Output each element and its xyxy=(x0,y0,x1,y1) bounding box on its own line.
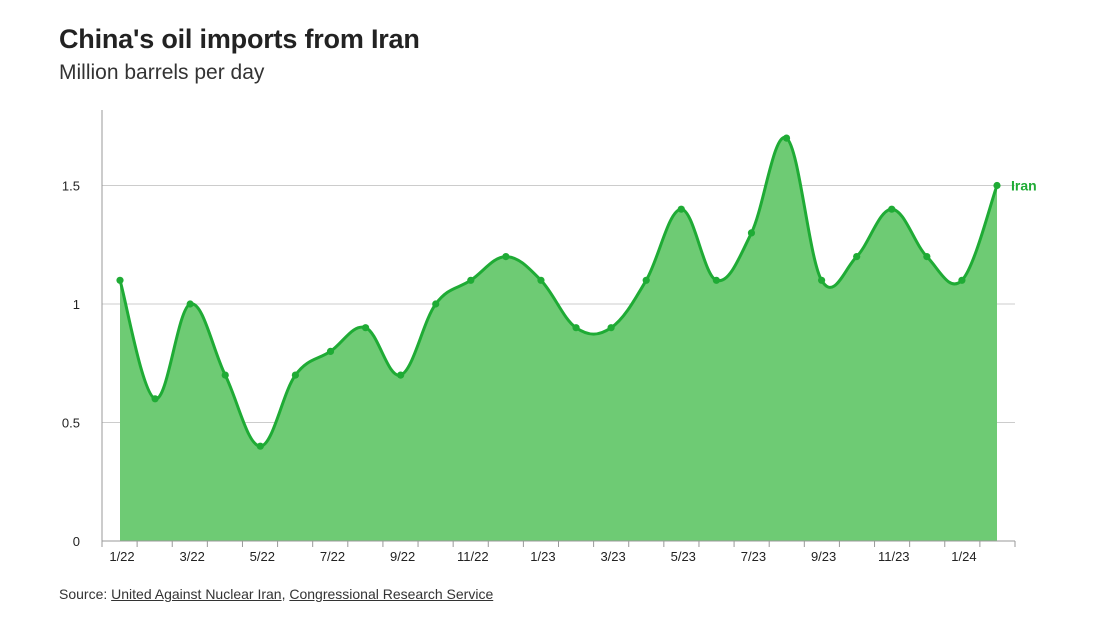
y-tick-label: 0 xyxy=(73,534,80,549)
data-point-4-23 xyxy=(642,276,650,284)
y-axis-ticks: 0 0.5 1 1.5 xyxy=(62,179,80,550)
x-tick-label: 7/22 xyxy=(320,549,345,564)
data-point-1-24 xyxy=(958,276,966,284)
y-tick-label: 1.5 xyxy=(62,179,80,194)
data-point-11-23 xyxy=(888,205,896,213)
data-point-2-22 xyxy=(151,395,159,403)
x-tick-label: 3/23 xyxy=(600,549,625,564)
x-axis-ticks: 1/22 3/22 5/22 7/22 9/22 11/22 1/23 3/23 5/23 7/2… xyxy=(101,541,1016,564)
data-point-10-23 xyxy=(853,253,861,261)
x-tick-label: 5/23 xyxy=(671,549,696,564)
x-tick-label: 11/23 xyxy=(878,549,910,564)
data-point-12-23 xyxy=(923,253,931,261)
series-end-label-iran: Iran xyxy=(1011,178,1037,194)
source-prefix: Source: xyxy=(59,586,112,602)
x-tick-label: 9/22 xyxy=(390,549,415,564)
data-point-6-23 xyxy=(712,276,720,284)
x-tick-label: 1/23 xyxy=(530,549,555,564)
data-point-1-22 xyxy=(116,276,124,284)
data-point-3-23 xyxy=(607,324,615,332)
data-point-2-23 xyxy=(572,324,580,332)
data-point-5-23 xyxy=(677,205,685,213)
chart-subtitle: Million barrels per day xyxy=(59,61,265,84)
x-tick-label: 3/22 xyxy=(180,549,205,564)
data-point-2-24 xyxy=(993,181,1001,190)
data-point-12-22 xyxy=(502,253,510,261)
data-point-9-22 xyxy=(397,371,405,379)
source-link-uani[interactable]: United Against Nuclear Iran xyxy=(111,586,282,602)
series-points-iran xyxy=(116,134,1001,450)
chart-title: China's oil imports from Iran xyxy=(59,24,420,54)
series-area-iran xyxy=(120,137,997,541)
x-tick-label: 9/23 xyxy=(811,549,836,564)
y-tick-label: 1 xyxy=(73,297,80,312)
x-tick-label: 1/22 xyxy=(109,549,134,564)
data-point-8-22 xyxy=(361,324,370,332)
source-link-crs[interactable]: Congressional Research Service xyxy=(289,586,494,602)
y-tick-label: 0.5 xyxy=(62,416,80,431)
data-point-7-23 xyxy=(747,229,756,237)
x-tick-label: 11/22 xyxy=(457,549,489,564)
series-line-iran xyxy=(118,136,999,448)
data-point-4-22 xyxy=(221,371,229,379)
data-point-7-22 xyxy=(326,347,335,355)
x-tick-label: 5/22 xyxy=(250,549,275,564)
data-point-11-22 xyxy=(467,276,475,284)
data-point-8-23 xyxy=(782,134,791,142)
data-point-1-23 xyxy=(537,276,545,284)
data-point-9-23 xyxy=(818,276,826,284)
source-separator: , xyxy=(281,586,290,602)
x-tick-label: 7/23 xyxy=(741,549,766,564)
x-tick-label: 1/24 xyxy=(951,549,976,564)
source-note: Source: United Against Nuclear Iran, Con… xyxy=(59,586,493,602)
data-point-10-22 xyxy=(432,300,440,308)
data-point-5-22 xyxy=(256,442,264,450)
data-point-3-22 xyxy=(186,300,194,308)
data-point-6-22 xyxy=(291,371,299,379)
